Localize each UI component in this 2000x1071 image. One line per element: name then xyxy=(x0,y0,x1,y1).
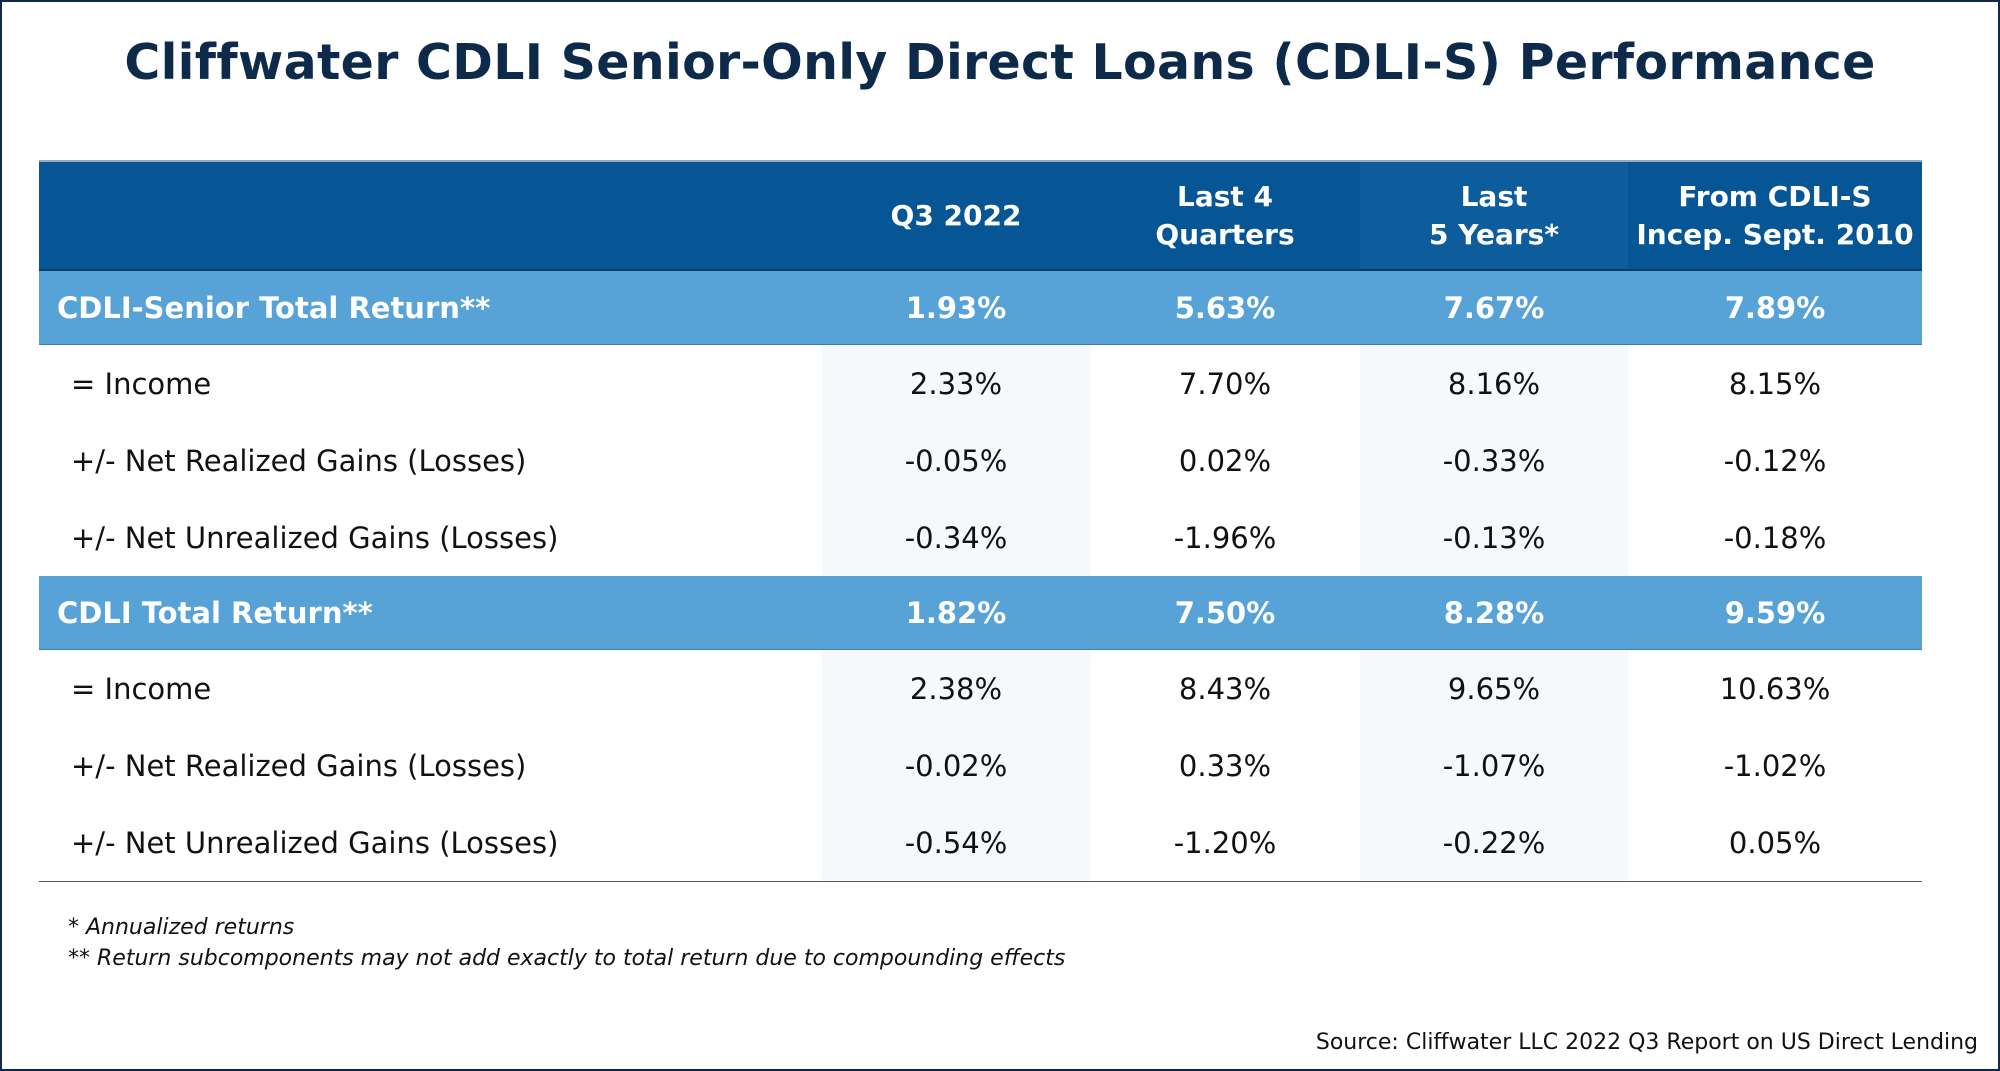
value-cell: 2.33% xyxy=(822,344,1090,422)
value-cell: 7.70% xyxy=(1178,366,1272,401)
row-label: +/- Net Realized Gains (Losses) xyxy=(71,443,527,478)
value-cell: 0.05% xyxy=(1628,804,1922,882)
table-row: = Income 2.38% 8.43% 9.65% 10.63% xyxy=(39,649,1922,727)
value-cell: -1.02% xyxy=(1723,748,1827,783)
column-header: Q3 2022 xyxy=(822,160,1090,271)
value-cell: 9.65% xyxy=(1360,649,1628,727)
header-blank xyxy=(39,160,822,271)
row-label: = Income xyxy=(71,366,212,401)
value-cell: 7.89% xyxy=(1628,270,1922,345)
page-title: Cliffwater CDLI Senior-Only Direct Loans… xyxy=(124,34,1876,91)
total-row: CDLI-Senior Total Return** 1.93% 5.63% 7.67… xyxy=(39,270,1922,345)
value-cell: -0.12% xyxy=(1723,443,1827,478)
value-cell: 5.63% xyxy=(1090,270,1360,345)
row-label: +/- Net Unrealized Gains (Losses) xyxy=(39,804,822,882)
table-row: = Income 2.33% 7.70% 8.16% 8.15% xyxy=(39,344,1922,422)
value-cell: 2.38% xyxy=(822,649,1090,727)
row-label: +/- Net Realized Gains (Losses) xyxy=(71,748,527,783)
value-cell: 8.15% xyxy=(1728,366,1822,401)
footnote: * Annualized returns xyxy=(68,915,295,940)
table-row: +/- Net Realized Gains (Losses) -0.05% 0.0… xyxy=(39,422,1922,499)
value-cell: 8.16% xyxy=(1360,344,1628,422)
performance-table: Q3 2022 Last 4 Quarters Last 5 Years* From CD… xyxy=(39,160,1922,882)
value-cell: 1.82% xyxy=(822,576,1090,650)
value-cell: -0.02% xyxy=(822,727,1090,804)
value-cell: 10.63% xyxy=(1719,671,1831,706)
column-header-line: Last xyxy=(1460,179,1528,213)
column-header-line: Q3 2022 xyxy=(890,198,1022,232)
value-cell: -1.96% xyxy=(1173,520,1277,555)
value-cell: -0.13% xyxy=(1360,499,1628,576)
value-cell: -0.22% xyxy=(1360,804,1628,882)
column-header-line: Quarters xyxy=(1155,217,1295,251)
source-note: Source: Cliffwater LLC 2022 Q3 Report on… xyxy=(1315,1030,1978,1055)
footnotes: * Annualized returns ** Return subcompon… xyxy=(68,912,1065,974)
value-cell: -0.18% xyxy=(1723,520,1827,555)
value-cell: 8.28% xyxy=(1360,576,1628,650)
table-row: +/- Net Unrealized Gains (Losses) -0.54% -… xyxy=(39,804,1922,882)
value-cell: -0.34% xyxy=(822,499,1090,576)
column-header: From CDLI-S Incep. Sept. 2010 xyxy=(1628,160,1922,271)
total-row: CDLI Total Return** 1.82% 7.50% 8.28% 9.59% xyxy=(39,576,1922,650)
value-cell: 0.02% xyxy=(1178,443,1272,478)
value-cell: 9.59% xyxy=(1628,576,1922,650)
footnote: ** Return subcomponents may not add exac… xyxy=(68,946,1066,971)
value-cell: 0.33% xyxy=(1178,748,1272,783)
table-row: +/- Net Realized Gains (Losses) -0.02% 0.3… xyxy=(39,727,1922,804)
column-header-line: Incep. Sept. 2010 xyxy=(1636,217,1914,251)
value-cell: 7.67% xyxy=(1360,270,1628,345)
row-label: CDLI-Senior Total Return** xyxy=(39,270,822,345)
value-cell: 1.93% xyxy=(822,270,1090,345)
table-row: +/- Net Unrealized Gains (Losses) -0.34% -… xyxy=(39,499,1922,576)
row-label: = Income xyxy=(71,671,212,706)
value-cell: 7.50% xyxy=(1090,576,1360,650)
value-cell: -1.07% xyxy=(1360,727,1628,804)
column-header-line: Last 4 xyxy=(1176,179,1274,213)
row-label: CDLI Total Return** xyxy=(39,576,822,650)
value-cell: 8.43% xyxy=(1178,671,1272,706)
value-cell: -1.20% xyxy=(1090,804,1360,882)
row-label: +/- Net Unrealized Gains (Losses) xyxy=(71,520,559,555)
value-cell: -0.54% xyxy=(822,804,1090,882)
column-header-line: From CDLI-S xyxy=(1678,179,1872,213)
column-header: Last 4 Quarters xyxy=(1090,160,1360,271)
value-cell: -0.05% xyxy=(822,422,1090,499)
value-cell: -0.33% xyxy=(1360,422,1628,499)
column-header-line: 5 Years* xyxy=(1429,217,1559,251)
column-header: Last 5 Years* xyxy=(1360,160,1628,271)
